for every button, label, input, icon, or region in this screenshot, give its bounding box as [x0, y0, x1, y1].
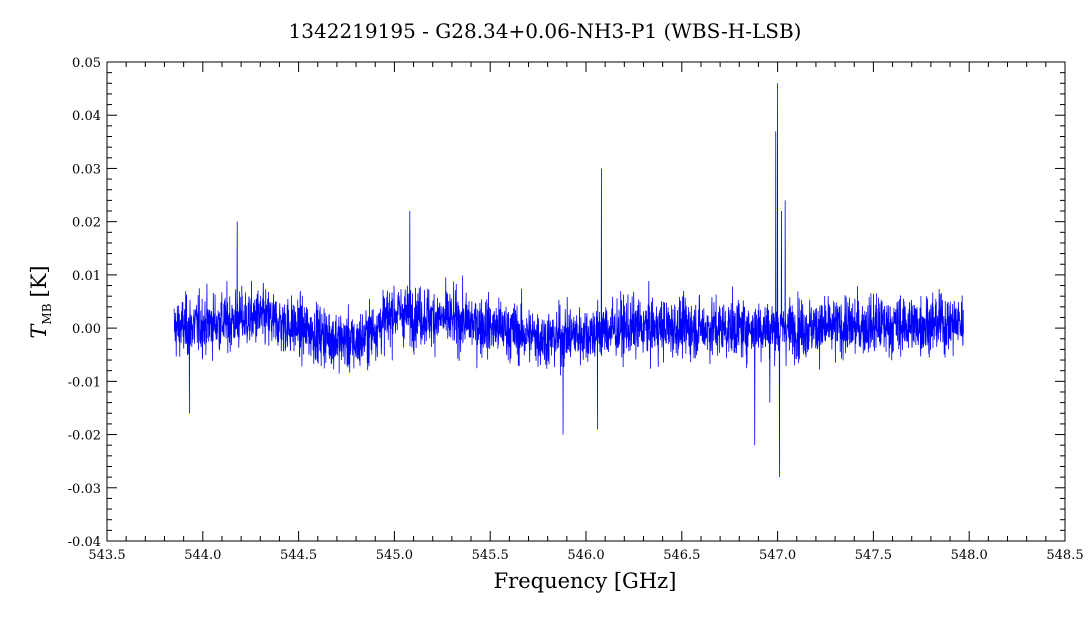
y-tick-label: -0.01	[68, 375, 101, 390]
x-tick-label: 545.0	[376, 548, 413, 563]
y-tick-label: 0.04	[72, 109, 101, 124]
x-tick-label: 547.0	[759, 548, 796, 563]
x-tick-label: 544.0	[184, 548, 221, 563]
x-axis-title: Frequency [GHz]	[494, 569, 677, 593]
y-tick-label: 0.02	[72, 216, 101, 231]
chart-title: 1342219195 - G28.34+0.06-NH3-P1 (WBS-H-L…	[289, 19, 802, 43]
x-tick-label: 543.5	[88, 548, 125, 563]
y-tick-label: 0.01	[72, 269, 101, 284]
y-axis-title: TMB [K]	[27, 265, 54, 338]
x-tick-label: 548.5	[1046, 548, 1083, 563]
y-axis-title-unit: [K]	[27, 265, 51, 297]
y-tick-label: 0.00	[72, 322, 101, 337]
plot-area	[173, 83, 964, 478]
y-tick-label: -0.04	[68, 535, 101, 550]
spectrum-series-line	[173, 83, 964, 478]
x-tick-label: 546.0	[567, 548, 604, 563]
axes: 543.5 544.0 544.5 545.0 545.5 546.0 546.5 547.0…	[68, 56, 1084, 563]
x-tick-label: 546.5	[663, 548, 700, 563]
x-tick-label: 544.5	[280, 548, 317, 563]
x-tick-label: 547.5	[855, 548, 892, 563]
y-tick-label: -0.03	[68, 482, 101, 497]
svg-text:TMB[K]: TMB [K]	[27, 265, 54, 338]
x-tick-label: 548.0	[951, 548, 988, 563]
y-tick-label: -0.02	[68, 429, 101, 444]
x-tick-label: 545.5	[472, 548, 509, 563]
y-axis-title-main: T	[27, 323, 51, 339]
y-axis-title-sub: MB	[40, 303, 54, 324]
y-tick-label: 0.03	[72, 162, 101, 177]
y-tick-label: 0.05	[72, 56, 101, 71]
